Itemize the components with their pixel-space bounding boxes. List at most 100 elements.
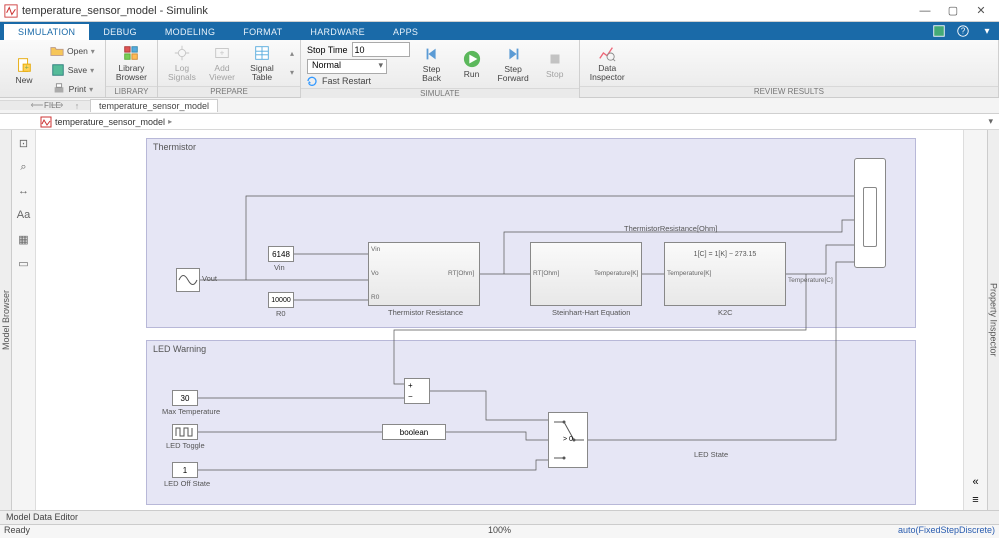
tab-debug[interactable]: DEBUG bbox=[89, 24, 151, 40]
palette-zoom-icon[interactable]: ⌕ bbox=[15, 158, 33, 176]
region-led[interactable]: LED Warning bbox=[146, 340, 916, 505]
stoptime-input[interactable] bbox=[352, 42, 410, 57]
block-switch[interactable]: > 0 bbox=[548, 412, 588, 468]
breadcrumb-root[interactable]: temperature_sensor_model bbox=[55, 117, 165, 127]
simulink-icon bbox=[4, 4, 18, 18]
new-icon: + bbox=[15, 56, 33, 74]
print-button[interactable]: Print▾ bbox=[46, 80, 99, 98]
library-icon bbox=[122, 44, 140, 62]
tab-hardware[interactable]: HARDWARE bbox=[296, 24, 379, 40]
property-inspector-dock[interactable]: Property Inspector bbox=[987, 130, 999, 510]
step-back-button[interactable]: Step Back bbox=[414, 43, 450, 85]
label-steinhart: Steinhart-Hart Equation bbox=[552, 308, 630, 317]
save-button[interactable]: Save▾ bbox=[46, 61, 99, 79]
ribbon-group-library: Library Browser LIBRARY bbox=[106, 40, 158, 97]
status-zoom: 100% bbox=[334, 525, 664, 538]
qa-collapse-icon[interactable]: ▾ bbox=[975, 22, 999, 40]
block-sum[interactable]: +− bbox=[404, 378, 430, 404]
breadcrumb-bar: temperature_sensor_model ▸ ▾ bbox=[0, 114, 999, 130]
nav-back-icon[interactable]: ⟵ bbox=[30, 99, 44, 113]
stop-icon bbox=[546, 50, 564, 68]
label-k2c: K2C bbox=[718, 308, 733, 317]
ribbon-tabstrip: SIMULATION DEBUG MODELING FORMAT HARDWAR… bbox=[0, 22, 999, 40]
nav-up-icon[interactable]: ↑ bbox=[70, 99, 84, 113]
block-maxtemp[interactable]: 30 bbox=[172, 390, 198, 406]
signal-table-icon bbox=[253, 44, 271, 62]
palette-fit-icon[interactable]: ⊡ bbox=[15, 134, 33, 152]
ribbon-group-prepare: Log Signals +Add Viewer Signal Table ▴▾ … bbox=[158, 40, 301, 97]
close-button[interactable]: ✕ bbox=[967, 1, 995, 21]
palette-legend-icon[interactable]: ≡ bbox=[972, 494, 978, 506]
ribbon-group-review: Data Inspector REVIEW RESULTS bbox=[580, 40, 999, 97]
block-scope[interactable] bbox=[854, 158, 886, 268]
mode-select[interactable]: Normal bbox=[307, 59, 387, 74]
status-solver[interactable]: auto(FixedStepDiscrete) bbox=[665, 525, 999, 538]
tab-simulation[interactable]: SIMULATION bbox=[4, 24, 89, 40]
tab-modeling[interactable]: MODELING bbox=[151, 24, 229, 40]
add-viewer-button[interactable]: +Add Viewer bbox=[204, 42, 240, 84]
ribbon-toolstrip: + New Open▾ Save▾ Print▾ FILE Library Br… bbox=[0, 40, 999, 98]
data-inspector-button[interactable]: Data Inspector bbox=[586, 42, 629, 84]
print-icon bbox=[52, 82, 66, 96]
run-button[interactable]: Run bbox=[454, 48, 490, 81]
nav-fwd-icon[interactable]: ⟶ bbox=[50, 99, 64, 113]
breadcrumb-expander-icon[interactable]: ▾ bbox=[988, 116, 993, 127]
document-tabs: ⟵ ⟶ ↑ temperature_sensor_model bbox=[0, 98, 999, 114]
pulse-icon bbox=[175, 426, 195, 438]
run-icon bbox=[463, 50, 481, 68]
block-sine[interactable] bbox=[176, 268, 200, 292]
palette-show-icon[interactable]: « bbox=[972, 476, 978, 488]
tab-apps[interactable]: APPS bbox=[379, 24, 432, 40]
fast-restart-toggle[interactable]: Fast Restart bbox=[307, 76, 410, 86]
label-ledstate: LED State bbox=[694, 450, 728, 459]
save-icon bbox=[51, 63, 65, 77]
library-browser-button[interactable]: Library Browser bbox=[112, 42, 151, 84]
block-vin-const[interactable]: 6148 bbox=[268, 246, 294, 262]
document-tab[interactable]: temperature_sensor_model bbox=[90, 99, 218, 112]
tab-format[interactable]: FORMAT bbox=[229, 24, 296, 40]
region-thermistor-title: Thermistor bbox=[153, 142, 196, 152]
svg-text:?: ? bbox=[961, 27, 966, 36]
svg-text:+: + bbox=[220, 49, 225, 58]
palette-area-icon[interactable]: ▭ bbox=[15, 254, 33, 272]
new-button[interactable]: + New bbox=[6, 54, 42, 87]
model-canvas[interactable]: Thermistor LED Warning Vout 6148 Vin 100… bbox=[36, 130, 963, 510]
model-data-editor-bar[interactable]: Model Data Editor bbox=[0, 510, 999, 524]
palette-annotate-icon[interactable]: Aa bbox=[15, 206, 33, 224]
model-icon bbox=[40, 116, 52, 128]
signal-table-button[interactable]: Signal Table bbox=[244, 42, 280, 84]
ribbon-group-file: + New Open▾ Save▾ Print▾ FILE bbox=[0, 40, 106, 97]
canvas-palette: ⊡ ⌕ ↔ Aa ▦ ▭ bbox=[12, 130, 36, 510]
fast-restart-icon bbox=[307, 76, 319, 86]
status-ready: Ready bbox=[0, 525, 334, 538]
qa-help-icon[interactable]: ? bbox=[951, 22, 975, 40]
palette-pan-icon[interactable]: ↔ bbox=[15, 182, 33, 200]
window-title: temperature_sensor_model - Simulink bbox=[22, 5, 911, 17]
prepare-up-icon[interactable]: ▴ bbox=[290, 49, 294, 58]
block-ledoff[interactable]: 1 bbox=[172, 462, 198, 478]
region-led-title: LED Warning bbox=[153, 344, 206, 354]
block-r0-const[interactable]: 10000 bbox=[268, 292, 294, 308]
qa-save-icon[interactable] bbox=[927, 22, 951, 40]
step-forward-icon bbox=[504, 45, 522, 63]
ribbon-group-simulate: Stop Time Normal Fast Restart Step Back … bbox=[301, 40, 580, 97]
minimize-button[interactable]: — bbox=[911, 1, 939, 21]
block-ledtoggle[interactable] bbox=[172, 424, 198, 440]
prepare-down-icon[interactable]: ▾ bbox=[290, 68, 294, 77]
breadcrumb-caret-icon[interactable]: ▸ bbox=[168, 117, 172, 126]
model-browser-dock[interactable]: Model Browser bbox=[0, 130, 12, 510]
palette-image-icon[interactable]: ▦ bbox=[15, 230, 33, 248]
block-bool[interactable]: boolean bbox=[382, 424, 446, 440]
step-forward-button[interactable]: Step Forward bbox=[494, 43, 533, 85]
open-button[interactable]: Open▾ bbox=[46, 42, 99, 60]
step-back-icon bbox=[423, 45, 441, 63]
log-signals-button[interactable]: Log Signals bbox=[164, 42, 200, 84]
scope-screen bbox=[863, 187, 877, 247]
canvas-palette-right: « ≡ bbox=[963, 130, 987, 510]
maximize-button[interactable]: ▢ bbox=[939, 1, 967, 21]
label-vin: Vin bbox=[274, 263, 285, 272]
stoptime-label: Stop Time bbox=[307, 45, 348, 55]
sum-minus: − bbox=[408, 392, 413, 401]
title-bar: temperature_sensor_model - Simulink — ▢ … bbox=[0, 0, 999, 22]
stop-button[interactable]: Stop bbox=[537, 48, 573, 81]
